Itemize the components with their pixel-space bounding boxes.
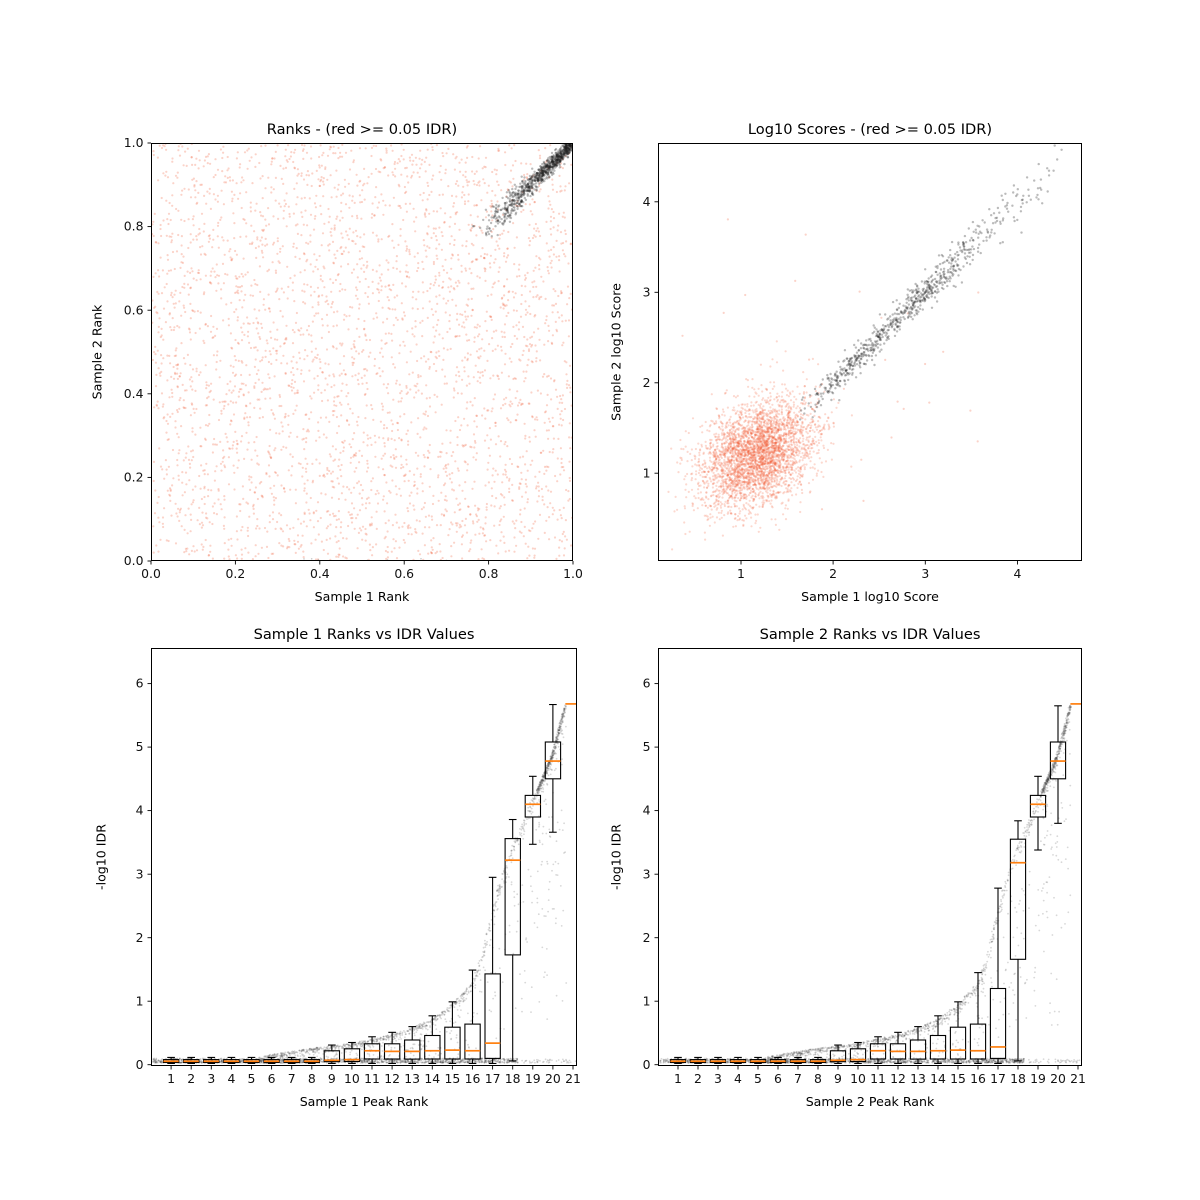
svg-text:0.8: 0.8 — [124, 219, 144, 234]
y-axis-label: Sample 2 Rank — [89, 304, 105, 400]
svg-text:1.0: 1.0 — [563, 566, 583, 581]
plot-title: Log10 Scores - (red >= 0.05 IDR) — [747, 121, 993, 138]
subplot-sample1-idr-boxplot: Sample 1 Ranks vs IDR Values -log10 IDR … — [94, 626, 581, 1109]
x-axis-label: Sample 1 Rank — [314, 589, 410, 604]
y-axis-label: Sample 2 log10 Score — [608, 283, 624, 421]
svg-text:0.6: 0.6 — [394, 566, 414, 581]
ranks-scatter-canvas: 0.0 0.2 0.4 0.6 0.8 1.0 0.0 0.2 0.4 0.6 0.8 1.0 — [124, 135, 583, 581]
x-axis-label: Sample 1 log10 Score — [801, 589, 939, 604]
y-axis-label: -log10 IDR — [93, 824, 109, 890]
svg-text:0.2: 0.2 — [226, 566, 246, 581]
svg-text:1.0: 1.0 — [124, 135, 144, 150]
plot-title: Ranks - (red >= 0.05 IDR) — [266, 121, 458, 138]
svg-text:0.0: 0.0 — [141, 566, 161, 581]
svg-text:0.2: 0.2 — [124, 469, 144, 484]
svg-text:0.4: 0.4 — [310, 566, 330, 581]
subplot-scores-scatter: Log10 Scores - (red >= 0.05 IDR) Sample … — [609, 121, 1082, 604]
plot-title: Sample 1 Ranks vs IDR Values — [253, 626, 475, 643]
svg-text:0.8: 0.8 — [479, 566, 499, 581]
y-axis-label: -log10 IDR — [608, 824, 624, 890]
x-axis-label: Sample 1 Peak Rank — [299, 1094, 429, 1109]
subplot-ranks-scatter: Ranks - (red >= 0.05 IDR) Sample 2 Rank … — [90, 121, 583, 604]
x-axis-label: Sample 2 Peak Rank — [805, 1094, 935, 1109]
plot-title: Sample 2 Ranks vs IDR Values — [759, 626, 981, 643]
svg-text:0.4: 0.4 — [124, 386, 144, 401]
svg-text:0.6: 0.6 — [124, 302, 144, 317]
svg-text:0.0: 0.0 — [124, 553, 144, 568]
subplot-sample2-idr-boxplot: Sample 2 Ranks vs IDR Values -log10 IDR … — [609, 626, 1086, 1109]
